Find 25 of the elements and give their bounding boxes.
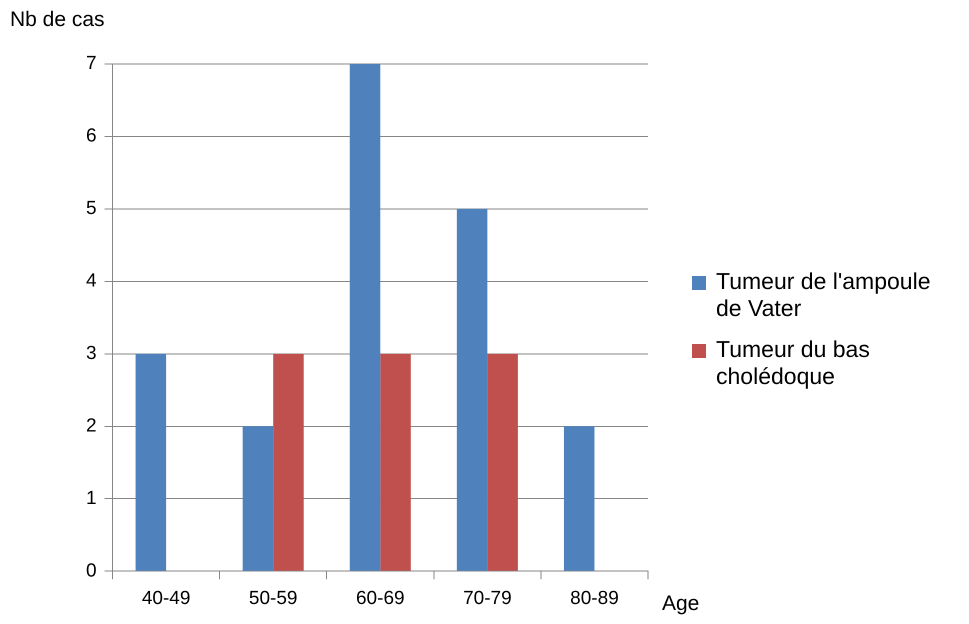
x-tick-label: 40-49 (142, 588, 190, 609)
y-axis-title: Nb de cas (10, 8, 105, 32)
y-tick-label: 0 (86, 560, 97, 582)
bar (456, 208, 488, 571)
y-tick-label: 4 (86, 270, 97, 292)
bar (136, 354, 166, 571)
y-tick-label: 5 (86, 198, 97, 220)
y-tick-label: 3 (86, 343, 97, 364)
bar (564, 426, 594, 571)
x-tick-label: 50-59 (248, 588, 298, 609)
y-tick-label: 6 (86, 126, 97, 147)
bar (273, 354, 304, 571)
bar (487, 354, 518, 571)
legend-label: Tumeur de l'ampoule de Vater (716, 268, 932, 322)
bar (380, 354, 411, 571)
bar (242, 426, 274, 571)
x-tick-label: 60-69 (356, 588, 405, 609)
x-axis-title: Age (662, 592, 700, 616)
y-tick-label: 1 (86, 488, 97, 509)
x-tick-label: 80-89 (570, 588, 619, 609)
legend-label: Tumeur du bas cholédoque (716, 336, 871, 390)
x-tick-label: 70-79 (463, 588, 512, 609)
y-tick-label: 7 (86, 53, 97, 74)
y-tick-label: 2 (86, 416, 97, 437)
bar (350, 64, 380, 571)
